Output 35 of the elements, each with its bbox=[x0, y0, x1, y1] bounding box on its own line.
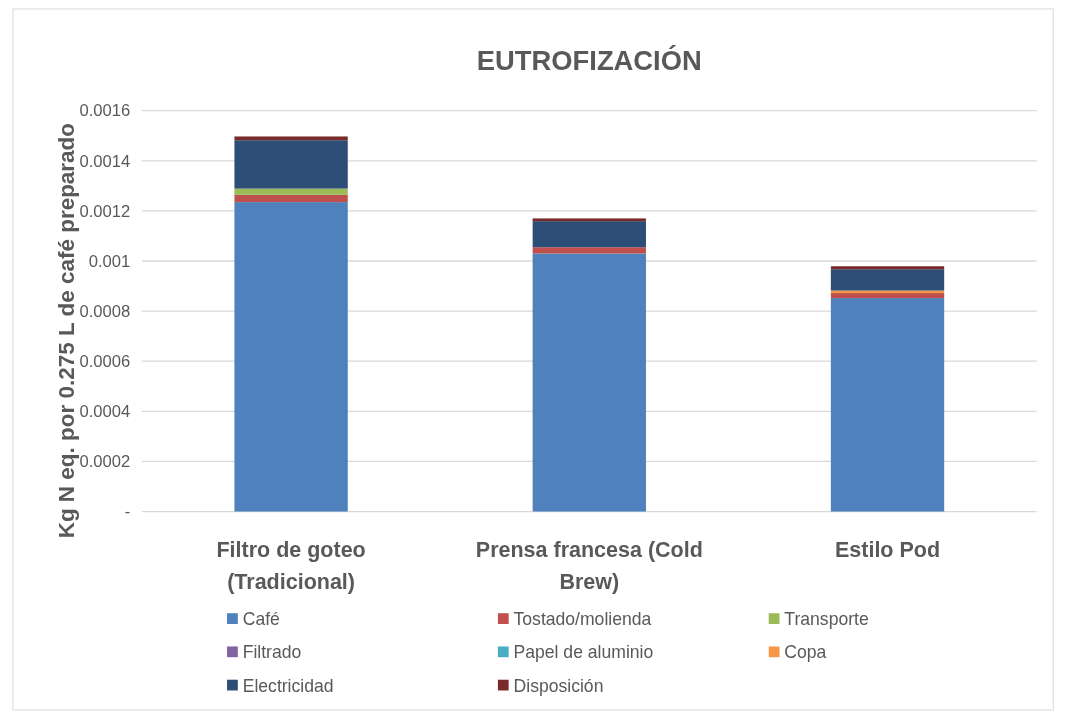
y-tick-label: 0.0002 bbox=[79, 452, 131, 472]
legend-label: Papel de aluminio bbox=[513, 642, 654, 663]
y-tick-label: 0.0014 bbox=[79, 151, 131, 171]
bar bbox=[234, 136, 348, 141]
bar bbox=[830, 269, 945, 291]
x-tick-label: Filtro de goteo (Tradicional) bbox=[216, 538, 366, 594]
legend-label: Copa bbox=[784, 642, 827, 663]
bar bbox=[532, 253, 646, 512]
bar bbox=[234, 188, 348, 195]
bar bbox=[532, 218, 646, 222]
chart-title: EUTROFIZACIÓN bbox=[476, 44, 702, 76]
bar bbox=[830, 298, 945, 512]
y-tick-label: 0.001 bbox=[88, 251, 131, 271]
y-tick-label: 0.0012 bbox=[79, 201, 131, 221]
bar bbox=[234, 140, 348, 189]
x-tick-label: Estilo Pod bbox=[834, 538, 941, 563]
bar bbox=[234, 202, 348, 512]
bar bbox=[830, 293, 945, 299]
legend-label: Tostado/molienda bbox=[513, 609, 652, 630]
legend-label: Café bbox=[242, 609, 280, 630]
bar bbox=[532, 247, 646, 254]
y-tick-label: 0.0008 bbox=[79, 301, 131, 321]
y-axis-title: Kg N eq. por 0.275 L de café preparado bbox=[53, 122, 79, 539]
legend-label: Disposición bbox=[513, 675, 604, 696]
y-tick-label: 0.0006 bbox=[79, 352, 131, 372]
legend-label: Filtrado bbox=[242, 642, 302, 663]
bar bbox=[532, 221, 646, 248]
bar bbox=[830, 266, 945, 270]
legend-label: Electricidad bbox=[242, 675, 334, 696]
bar bbox=[234, 194, 348, 203]
y-tick-label: 0.0016 bbox=[79, 101, 131, 121]
legend-label: Transporte bbox=[784, 609, 869, 630]
x-tick-label: Prensa francesa (Cold Brew) bbox=[475, 538, 703, 594]
y-tick-label: - bbox=[124, 502, 131, 522]
y-tick-label: 0.0004 bbox=[79, 402, 131, 422]
